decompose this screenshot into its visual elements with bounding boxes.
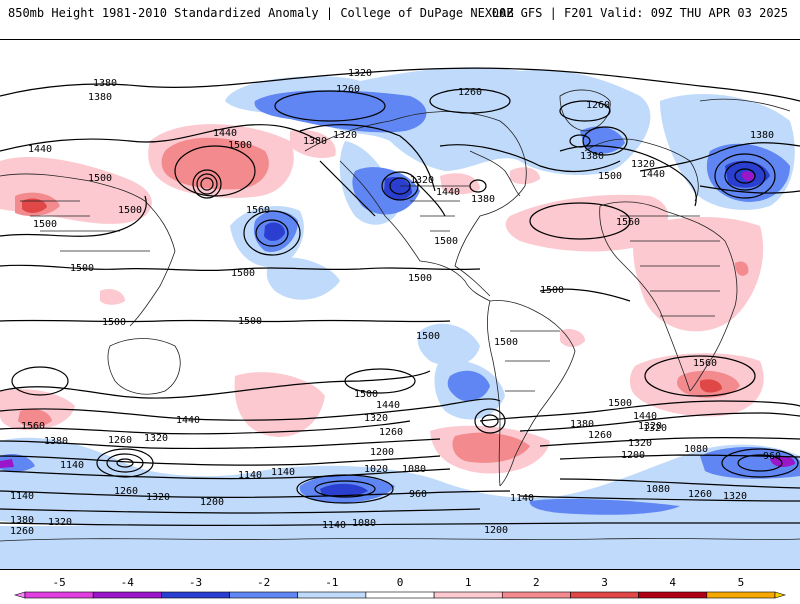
contour-label: 1020	[364, 464, 388, 475]
contour-label: 1320	[348, 68, 372, 79]
contour-label: 1200	[484, 525, 508, 536]
contour-label: 1260	[688, 489, 712, 500]
contour-label: 1080	[352, 518, 376, 529]
contour-label: 1500	[102, 317, 126, 328]
contour-label: 1140	[322, 520, 346, 531]
colorbar-tick-label: -1	[325, 576, 338, 589]
contour-label: 1380	[471, 194, 495, 205]
colorbar-min-arrow	[15, 592, 25, 598]
contour-label: 1380	[44, 436, 68, 447]
colorbar-segment	[366, 592, 434, 598]
contour-label: 1440	[28, 144, 52, 155]
contour-label: 1080	[684, 444, 708, 455]
contour-label: 1200	[200, 497, 224, 508]
contour-label: 1560	[693, 358, 717, 369]
contour-label: 1500	[608, 398, 632, 409]
colorbar-max-arrow	[775, 592, 785, 598]
contour-label: 1200	[621, 450, 645, 461]
contour-label: 1380	[303, 136, 327, 147]
colorbar-tick-label: 0	[397, 576, 404, 589]
colorbar-tick-label: 1	[465, 576, 472, 589]
contour-label: 1320	[48, 517, 72, 528]
contour-label: 1320	[638, 421, 662, 432]
contour-label: 1260	[379, 427, 403, 438]
anomaly-map: 1380 1380 1320 1260 1260 1260 1380 1440 …	[0, 39, 800, 570]
contour-label: 1140	[238, 470, 262, 481]
contour-label: 1140	[271, 467, 295, 478]
contour-label: 1320	[333, 130, 357, 141]
contour-label: 1560	[21, 421, 45, 432]
contour-label: 1500	[494, 337, 518, 348]
contour-label: 1380	[750, 130, 774, 141]
contour-label: 1500	[354, 389, 378, 400]
contour-label: 1500	[228, 140, 252, 151]
colorbar-segment	[25, 592, 93, 598]
contour-label: 1320	[146, 492, 170, 503]
contour-label: 1260	[586, 100, 610, 111]
contour-label: 1560	[246, 205, 270, 216]
contour-label: 1320	[410, 175, 434, 186]
contour-label: 1500	[88, 173, 112, 184]
colorbar-segment	[707, 592, 775, 598]
contour-label: 1140	[10, 491, 34, 502]
contour-label: 1440	[176, 415, 200, 426]
colorbar: -5 -4 -3 -2 -1 0 1 2 3 4 5	[0, 572, 800, 600]
contour-label: 1260	[108, 435, 132, 446]
contour-label: 1320	[628, 438, 652, 449]
contour-label: 1500	[540, 285, 564, 296]
colorbar-segment	[298, 592, 366, 598]
colorbar-segment	[93, 592, 161, 598]
contour-label: 1500	[416, 331, 440, 342]
contour-label: 1380	[10, 515, 34, 526]
contour-label: 1320	[144, 433, 168, 444]
colorbar-tick-label: 3	[601, 576, 608, 589]
contour-label: 1500	[70, 263, 94, 274]
colorbar-segment	[161, 592, 229, 598]
contour-label: 1500	[118, 205, 142, 216]
contour-label: 1200	[370, 447, 394, 458]
colorbar-tick-label: -5	[52, 576, 65, 589]
contour-label: 1260	[10, 526, 34, 537]
contour-label: 1500	[238, 316, 262, 327]
colorbar-segment	[570, 592, 638, 598]
contour-label: 1140	[510, 493, 534, 504]
contour-label: 1320	[723, 491, 747, 502]
contour-label: 1500	[598, 171, 622, 182]
contour-label: 1140	[60, 460, 84, 471]
model-run-info: 00Z GFS | F201 Valid: 09Z THU APR 03 202…	[492, 6, 788, 20]
contour-label: 1380	[88, 92, 112, 103]
contour-label: 960	[763, 451, 781, 462]
contour-label: 1440	[436, 187, 460, 198]
contour-label: 1500	[33, 219, 57, 230]
colorbar-tick-label: 5	[738, 576, 745, 589]
contour-label: 1260	[458, 87, 482, 98]
map-title: 850mb Height 1981-2010 Standardized Anom…	[8, 6, 514, 20]
contour-label: 1320	[364, 413, 388, 424]
colorbar-tick-label: 4	[669, 576, 676, 589]
contour-label: 1080	[402, 464, 426, 475]
contour-label: 1380	[570, 419, 594, 430]
colorbar-tick-label: -3	[189, 576, 202, 589]
contour-label: 1260	[336, 84, 360, 95]
contour-label: 1440	[213, 128, 237, 139]
contour-label: 1440	[376, 400, 400, 411]
contour-label: 1500	[408, 273, 432, 284]
colorbar-segment	[434, 592, 502, 598]
contour-label: 1380	[93, 78, 117, 89]
contour-label: 1560	[616, 217, 640, 228]
contour-label: 1260	[114, 486, 138, 497]
contour-label: 1380	[580, 151, 604, 162]
contour-label: 1500	[231, 268, 255, 279]
colorbar-tick-label: -2	[257, 576, 270, 589]
colorbar-tick-label: 2	[533, 576, 540, 589]
colorbar-segment	[502, 592, 570, 598]
colorbar-segment	[639, 592, 707, 598]
contour-label: 1500	[434, 236, 458, 247]
colorbar-tick-label: -4	[121, 576, 135, 589]
contour-label: 1260	[588, 430, 612, 441]
contour-label: 1080	[646, 484, 670, 495]
contour-label: 960	[409, 489, 427, 500]
colorbar-segment	[230, 592, 298, 598]
contour-label: 1440	[641, 169, 665, 180]
